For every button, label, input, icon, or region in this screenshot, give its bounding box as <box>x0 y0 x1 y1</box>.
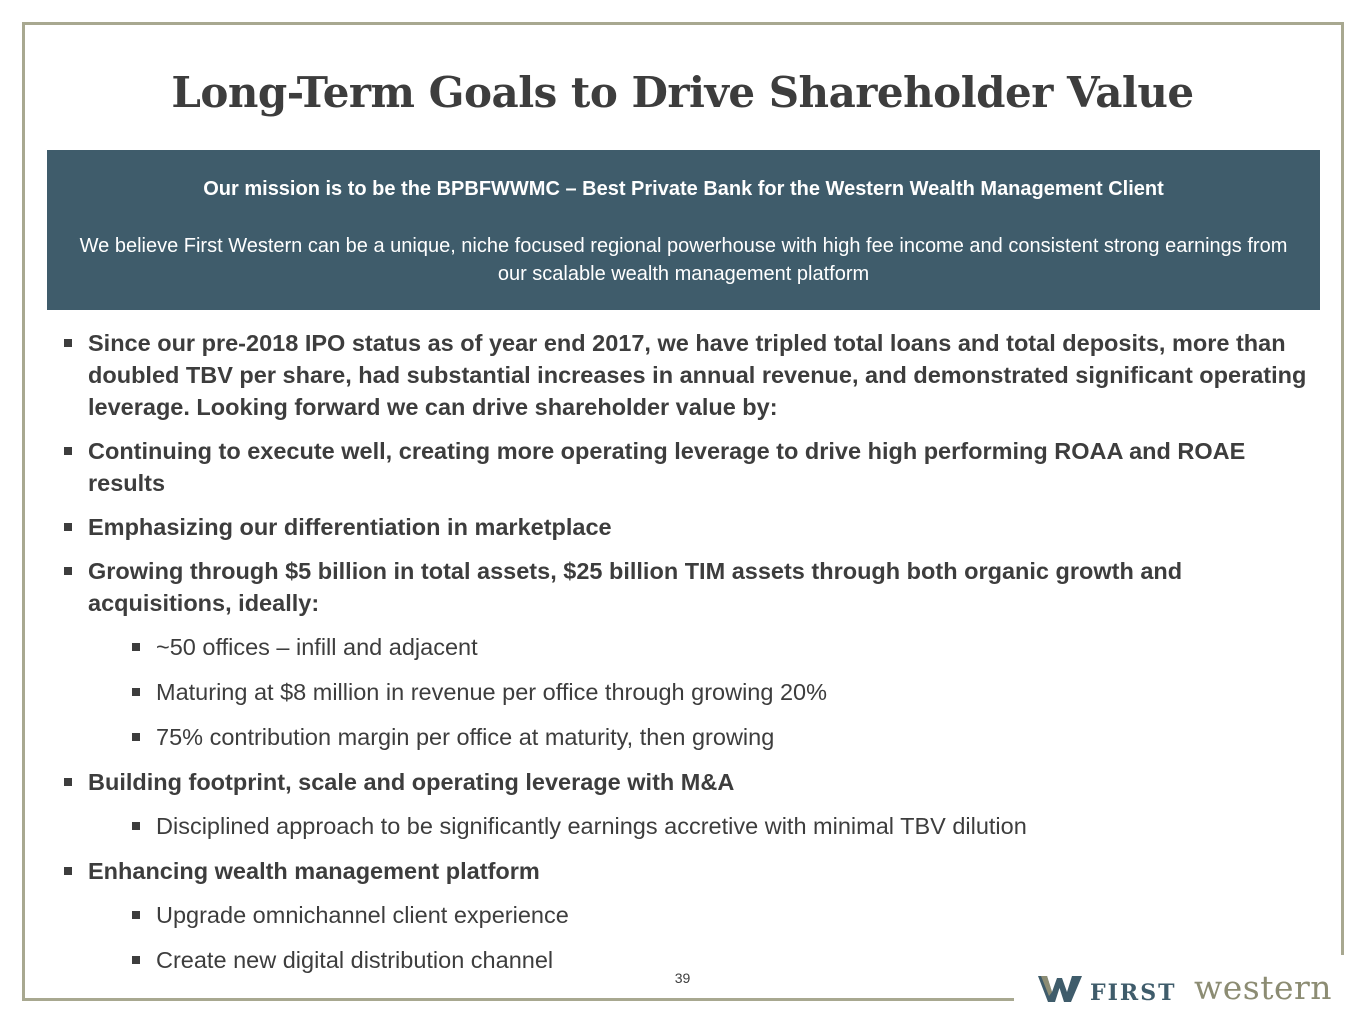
mission-body: We believe First Western can be a unique… <box>79 235 1288 285</box>
mission-box: Our mission is to be the BPBFWWMC – Best… <box>47 150 1320 310</box>
frame-left-border <box>22 22 25 1001</box>
bullet-item: Continuing to execute well, creating mor… <box>60 435 1320 499</box>
w-logo-icon <box>1038 976 1082 1002</box>
sub-bullet-text: Maturing at $8 million in revenue per of… <box>156 679 828 705</box>
square-bullet-icon <box>64 778 72 786</box>
bullet-item: Building footprint, scale and operating … <box>60 766 1320 798</box>
sub-bullet-text: ~50 offices – infill and adjacent <box>156 634 478 660</box>
frame-bottom-border <box>22 998 1014 1001</box>
bullet-item: Since our pre-2018 IPO status as of year… <box>60 327 1320 423</box>
sub-bullet-text: Disciplined approach to be significantly… <box>156 813 1027 839</box>
bullet-text: Continuing to execute well, creating mor… <box>88 438 1246 496</box>
sub-bullet-item: Maturing at $8 million in revenue per of… <box>60 676 1320 708</box>
sub-bullet-item: 75% contribution margin per office at ma… <box>60 721 1320 753</box>
square-bullet-icon <box>132 822 140 830</box>
bullet-item: Growing through $5 billion in total asse… <box>60 555 1320 619</box>
logo-word-western: western <box>1194 968 1333 1007</box>
bullet-text: Since our pre-2018 IPO status as of year… <box>88 330 1307 420</box>
bullet-list: Since our pre-2018 IPO status as of year… <box>60 327 1320 989</box>
bullet-item: Enhancing wealth management platform <box>60 855 1320 887</box>
square-bullet-icon <box>132 956 140 964</box>
bullet-text: Building footprint, scale and operating … <box>88 769 735 795</box>
mission-headline: Our mission is to be the BPBFWWMC – Best… <box>203 178 1164 200</box>
bullet-item: Emphasizing our differentiation in marke… <box>60 511 1320 543</box>
square-bullet-icon <box>64 567 72 575</box>
sub-bullet-item: Create new digital distribution channel <box>60 944 1320 976</box>
frame-top-border <box>22 22 1344 25</box>
sub-bullet-text: Upgrade omnichannel client experience <box>156 902 569 928</box>
sub-bullet-text: Create new digital distribution channel <box>156 947 554 973</box>
square-bullet-icon <box>64 867 72 875</box>
sub-bullet-item: Upgrade omnichannel client experience <box>60 899 1320 931</box>
square-bullet-icon <box>132 643 140 651</box>
square-bullet-icon <box>132 733 140 741</box>
slide-title: Long-Term Goals to Drive Shareholder Val… <box>171 68 1194 117</box>
square-bullet-icon <box>132 911 140 919</box>
square-bullet-icon <box>64 339 72 347</box>
bullet-text: Emphasizing our differentiation in marke… <box>88 514 612 540</box>
sub-bullet-item: ~50 offices – infill and adjacent <box>60 631 1320 663</box>
square-bullet-icon <box>64 447 72 455</box>
bullet-text: Growing through $5 billion in total asse… <box>88 558 1183 616</box>
logo-word-first: FIRST <box>1090 980 1177 1006</box>
frame-right-border <box>1341 22 1344 955</box>
page-number: 39 <box>674 970 691 986</box>
square-bullet-icon <box>132 688 140 696</box>
square-bullet-icon <box>64 523 72 531</box>
sub-bullet-text: 75% contribution margin per office at ma… <box>156 724 775 750</box>
bullet-text: Enhancing wealth management platform <box>88 858 540 884</box>
sub-bullet-item: Disciplined approach to be significantly… <box>60 810 1320 842</box>
